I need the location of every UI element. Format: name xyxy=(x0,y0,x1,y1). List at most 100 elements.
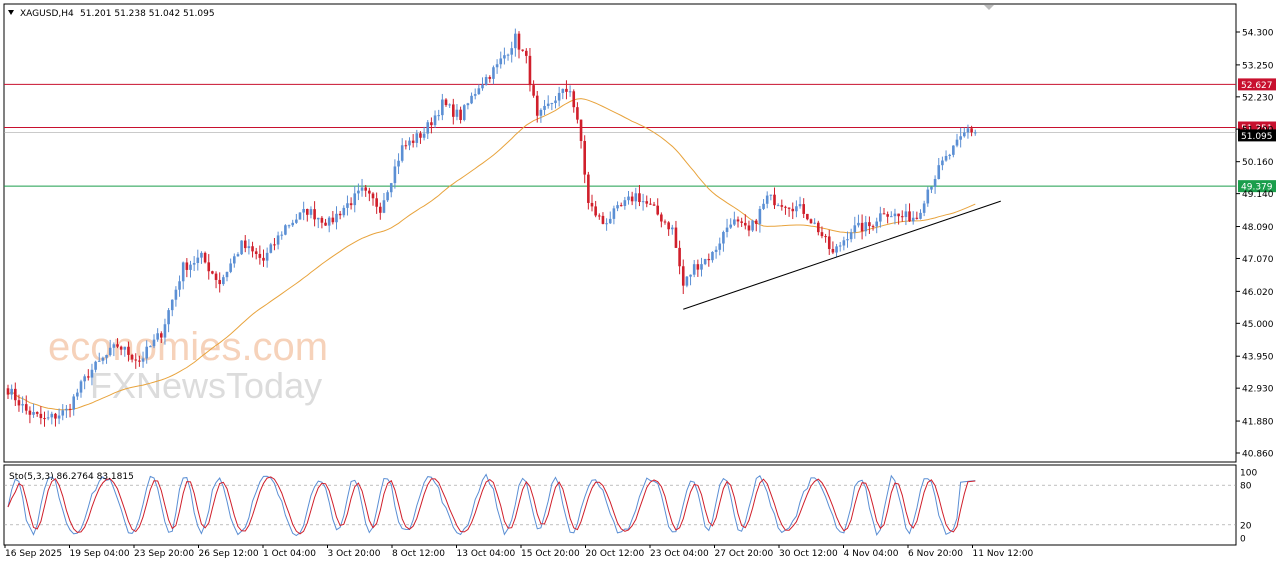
candle xyxy=(163,318,167,345)
candle xyxy=(185,258,189,278)
candle xyxy=(24,395,28,415)
time-tick: 30 Oct 12:00 xyxy=(779,549,838,559)
triangle-down-icon[interactable] xyxy=(8,10,14,15)
candle xyxy=(554,96,557,109)
watermark-economies: economies.com xyxy=(48,325,328,369)
candle xyxy=(422,126,426,141)
candle xyxy=(568,85,572,97)
candle xyxy=(342,205,346,218)
moving-average-line xyxy=(7,98,976,411)
time-tick: 26 Sep 12:00 xyxy=(199,549,259,559)
time-tick: 8 Oct 12:00 xyxy=(392,549,445,559)
price-tick: 46.020 xyxy=(1242,288,1274,298)
candle xyxy=(849,228,853,243)
candle xyxy=(656,198,659,216)
stochastic-axis: 100 80 20 0 xyxy=(1240,469,1257,545)
candle xyxy=(641,193,645,211)
candle xyxy=(262,249,265,267)
candle xyxy=(857,214,860,228)
candle xyxy=(535,90,539,123)
candle xyxy=(408,137,411,151)
candle xyxy=(532,80,535,98)
candle xyxy=(484,74,488,86)
candle xyxy=(448,103,451,108)
candle xyxy=(546,95,550,109)
candle xyxy=(550,102,554,111)
candle xyxy=(525,48,528,64)
candle xyxy=(134,353,138,369)
candle xyxy=(711,251,714,263)
candle xyxy=(689,274,692,286)
candle xyxy=(46,410,50,421)
stochastic-tick: 100 xyxy=(1240,469,1257,479)
candle xyxy=(893,208,897,225)
candle xyxy=(349,197,353,210)
candle xyxy=(660,212,663,228)
candle xyxy=(189,260,192,278)
candle xyxy=(681,259,685,295)
level-49-379[interactable]: 49.379 xyxy=(4,180,1276,193)
candle xyxy=(386,190,389,202)
candle xyxy=(105,354,108,364)
candle xyxy=(871,224,875,231)
candle xyxy=(875,217,878,234)
candle xyxy=(39,406,43,425)
candle xyxy=(404,140,408,150)
price-tick: 51.200 xyxy=(1242,126,1274,136)
candle xyxy=(663,219,667,225)
candle xyxy=(634,187,638,210)
candle xyxy=(696,259,700,277)
time-tick: 4 Nov 04:00 xyxy=(844,549,899,559)
candle xyxy=(473,88,477,100)
candle xyxy=(287,224,291,229)
candle xyxy=(795,200,798,218)
candle xyxy=(937,157,941,180)
candle xyxy=(868,216,871,234)
time-tick: 16 Sep 2025 xyxy=(5,549,62,559)
scroll-marker-icon[interactable] xyxy=(984,5,994,10)
candle xyxy=(703,258,707,266)
candle xyxy=(692,260,696,278)
candle xyxy=(729,218,732,230)
stochastic-d-line xyxy=(7,476,976,535)
candle xyxy=(930,186,933,194)
candle xyxy=(452,98,455,125)
candle xyxy=(28,406,32,424)
ohlc-values: 51.201 51.238 51.042 51.095 xyxy=(80,9,215,19)
trendline[interactable] xyxy=(683,200,1001,310)
candle xyxy=(364,184,367,197)
candle xyxy=(338,211,342,220)
candle xyxy=(79,379,83,398)
candle xyxy=(280,231,284,240)
level-52-627[interactable]: 52.627 xyxy=(4,78,1276,91)
candle xyxy=(324,218,327,226)
candle xyxy=(780,199,784,211)
candle xyxy=(397,153,400,175)
candle xyxy=(170,299,174,317)
candle xyxy=(459,106,462,124)
candle xyxy=(119,345,123,356)
candle xyxy=(375,192,378,214)
candle xyxy=(835,243,838,258)
candle xyxy=(722,230,725,252)
candle xyxy=(50,411,54,425)
support-trendline[interactable] xyxy=(683,200,1001,310)
time-tick: 27 Oct 20:00 xyxy=(715,549,774,559)
candle xyxy=(952,145,955,158)
price-tick: 48.090 xyxy=(1242,223,1274,233)
candle xyxy=(181,261,185,290)
candle xyxy=(572,89,576,113)
level-51-251-label: 51.251 xyxy=(1241,124,1273,134)
candle xyxy=(667,221,670,236)
candle xyxy=(411,134,415,148)
level-51-095[interactable]: 51.095 xyxy=(4,129,1276,142)
candle xyxy=(316,217,320,229)
candle xyxy=(747,220,751,237)
candle xyxy=(116,338,119,349)
candle xyxy=(335,206,338,230)
candle xyxy=(798,196,802,209)
watermark: economies.com FXNewsToday xyxy=(48,325,328,406)
candle xyxy=(371,192,375,206)
